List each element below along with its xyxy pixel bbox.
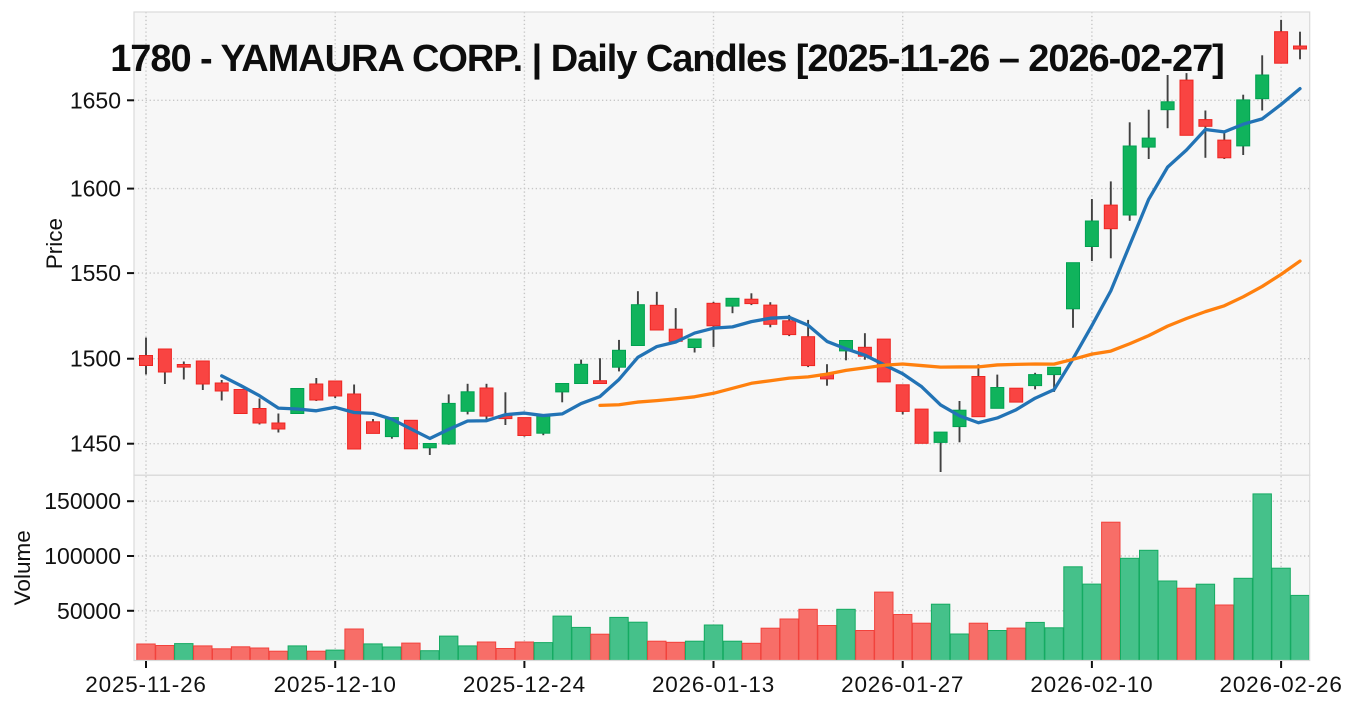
svg-text:2026-01-27: 2026-01-27	[841, 672, 964, 697]
svg-text:150000: 150000	[44, 488, 121, 514]
svg-text:1550: 1550	[70, 260, 121, 286]
svg-text:1650: 1650	[70, 87, 121, 113]
svg-text:Price: Price	[42, 218, 67, 269]
svg-text:50000: 50000	[57, 598, 121, 624]
svg-text:1450: 1450	[70, 431, 121, 457]
svg-text:2026-02-10: 2026-02-10	[1030, 672, 1153, 697]
svg-text:Volume: Volume	[10, 530, 35, 605]
svg-text:1780 - YAMAURA CORP. | Daily C: 1780 - YAMAURA CORP. | Daily Candles [20…	[110, 38, 1224, 80]
svg-text:2025-12-24: 2025-12-24	[463, 672, 586, 697]
svg-text:2026-02-26: 2026-02-26	[1220, 672, 1343, 697]
svg-text:2026-01-13: 2026-01-13	[652, 672, 775, 697]
svg-text:2025-11-26: 2025-11-26	[85, 672, 206, 697]
svg-text:2025-12-10: 2025-12-10	[274, 672, 397, 697]
svg-text:100000: 100000	[44, 543, 121, 569]
svg-text:1500: 1500	[70, 346, 121, 372]
svg-text:1600: 1600	[70, 176, 121, 202]
